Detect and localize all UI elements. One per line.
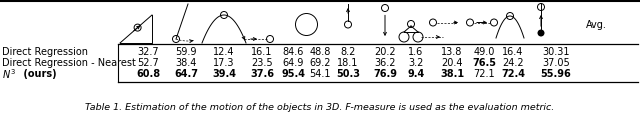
Text: Table 1. Estimation of the motion of the objects in 3D. F-measure is used as the: Table 1. Estimation of the motion of the… (85, 103, 555, 112)
Text: 16.4: 16.4 (502, 47, 524, 57)
Text: Direct Regression: Direct Regression (2, 47, 88, 57)
Text: 37.6: 37.6 (250, 69, 274, 79)
Text: 20.2: 20.2 (374, 47, 396, 57)
Text: Direct Regression - Nearest: Direct Regression - Nearest (2, 58, 136, 68)
Text: 64.9: 64.9 (282, 58, 304, 68)
Text: $N^3$: $N^3$ (2, 67, 16, 81)
Text: 18.1: 18.1 (337, 58, 358, 68)
Text: 52.7: 52.7 (137, 58, 159, 68)
Text: 32.7: 32.7 (137, 47, 159, 57)
Text: 17.3: 17.3 (213, 58, 235, 68)
Text: 16.1: 16.1 (252, 47, 273, 57)
Text: 30.31: 30.31 (542, 47, 570, 57)
Text: 59.9: 59.9 (175, 47, 196, 57)
Text: 54.1: 54.1 (309, 69, 331, 79)
Text: 38.4: 38.4 (175, 58, 196, 68)
Text: 36.2: 36.2 (374, 58, 396, 68)
Text: 37.05: 37.05 (542, 58, 570, 68)
Text: 50.3: 50.3 (336, 69, 360, 79)
Text: 76.9: 76.9 (373, 69, 397, 79)
Circle shape (538, 30, 545, 36)
Text: 64.7: 64.7 (174, 69, 198, 79)
Text: 20.4: 20.4 (441, 58, 463, 68)
Text: 1.6: 1.6 (408, 47, 424, 57)
Text: 13.8: 13.8 (442, 47, 463, 57)
Text: 84.6: 84.6 (282, 47, 304, 57)
Text: (ours): (ours) (20, 69, 56, 79)
Text: 72.4: 72.4 (501, 69, 525, 79)
Text: 38.1: 38.1 (440, 69, 464, 79)
Text: 76.5: 76.5 (472, 58, 496, 68)
Text: 12.4: 12.4 (213, 47, 235, 57)
Text: 23.5: 23.5 (251, 58, 273, 68)
Text: 49.0: 49.0 (474, 47, 495, 57)
Text: 3.2: 3.2 (408, 58, 424, 68)
Text: 72.1: 72.1 (473, 69, 495, 79)
Text: 8.2: 8.2 (340, 47, 356, 57)
Text: 39.4: 39.4 (212, 69, 236, 79)
Text: Avg.: Avg. (586, 20, 607, 30)
Text: 24.2: 24.2 (502, 58, 524, 68)
Text: 48.8: 48.8 (309, 47, 331, 57)
Text: 9.4: 9.4 (408, 69, 424, 79)
Text: 55.96: 55.96 (541, 69, 572, 79)
Text: 69.2: 69.2 (309, 58, 331, 68)
Text: 60.8: 60.8 (136, 69, 160, 79)
Text: 95.4: 95.4 (281, 69, 305, 79)
